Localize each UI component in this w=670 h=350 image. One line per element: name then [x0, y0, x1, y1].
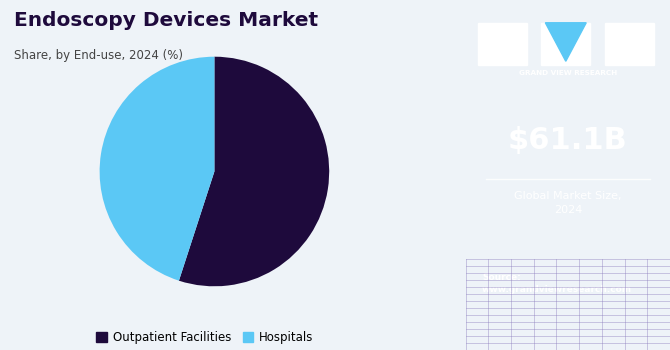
Polygon shape [545, 23, 586, 61]
Bar [478, 23, 527, 65]
Text: Global Market Size,
2024: Global Market Size, 2024 [514, 191, 622, 215]
Wedge shape [100, 57, 214, 281]
Text: $61.1B: $61.1B [508, 126, 628, 154]
Bar [541, 23, 590, 65]
Legend: Outpatient Facilities, Hospitals: Outpatient Facilities, Hospitals [96, 331, 314, 344]
Text: Share, by End-use, 2024 (%): Share, by End-use, 2024 (%) [14, 49, 183, 62]
Text: GRAND VIEW RESEARCH: GRAND VIEW RESEARCH [519, 70, 617, 76]
Wedge shape [179, 57, 329, 286]
Bar [604, 23, 654, 65]
Text: Endoscopy Devices Market: Endoscopy Devices Market [14, 10, 318, 29]
Text: Source:
www.grandviewresearch.com: Source: www.grandviewresearch.com [482, 273, 632, 294]
